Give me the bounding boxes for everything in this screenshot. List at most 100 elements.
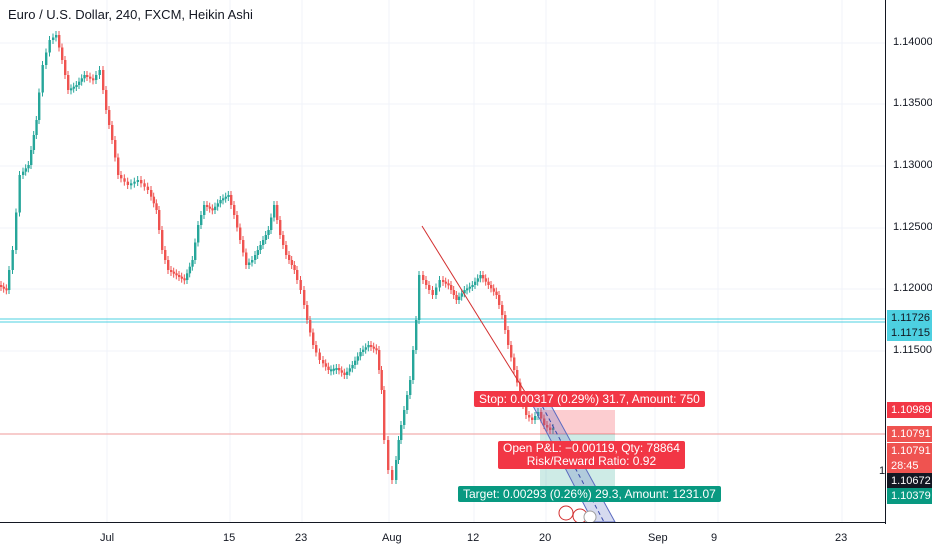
candle-body bbox=[513, 357, 516, 370]
candle-body bbox=[356, 356, 360, 361]
event-marker bbox=[583, 510, 597, 522]
candle-body bbox=[525, 405, 528, 415]
candle-body bbox=[183, 278, 186, 281]
candle-body bbox=[498, 295, 501, 305]
candle-body bbox=[224, 196, 228, 199]
candle-body bbox=[351, 365, 354, 369]
candle-body bbox=[510, 345, 513, 358]
candle-body bbox=[397, 440, 400, 460]
candle-body bbox=[288, 255, 291, 260]
candle-body bbox=[327, 366, 330, 370]
candle-body bbox=[537, 412, 540, 416]
candle-body bbox=[251, 260, 254, 263]
candle-body bbox=[380, 370, 383, 390]
candle-body bbox=[200, 215, 203, 225]
pnl-label: Open P&L: −0.00119, Qty: 78864 Risk/Rewa… bbox=[498, 441, 685, 469]
time-tick: 12 bbox=[467, 532, 480, 544]
candle-body bbox=[343, 372, 346, 375]
candle-body bbox=[375, 348, 378, 351]
candlesticks bbox=[0, 31, 555, 484]
last-price-tag: 1.10791 bbox=[887, 443, 932, 459]
time-tick: Sep bbox=[648, 532, 668, 544]
candle-body bbox=[383, 390, 386, 440]
candle-body bbox=[425, 280, 428, 285]
candle-body bbox=[474, 281, 477, 285]
candle-body bbox=[468, 286, 472, 289]
candle-body bbox=[2, 286, 6, 289]
candle-body bbox=[161, 230, 164, 250]
candle-body bbox=[146, 186, 150, 190]
candle-body bbox=[460, 293, 464, 297]
candle-body bbox=[290, 260, 294, 265]
time-tick: 20 bbox=[539, 532, 552, 544]
candle-body bbox=[95, 75, 98, 80]
candle-body bbox=[348, 368, 352, 372]
time-tick: 15 bbox=[223, 532, 236, 544]
candle-body bbox=[335, 368, 338, 370]
candle-body bbox=[378, 350, 381, 370]
candle-body bbox=[194, 242, 197, 260]
candle-body bbox=[273, 205, 276, 218]
candle-body bbox=[64, 60, 67, 75]
candle-body bbox=[528, 415, 531, 418]
price-chart[interactable] bbox=[0, 0, 885, 522]
candle-body bbox=[123, 178, 126, 182]
candle-body bbox=[431, 290, 434, 295]
candle-body bbox=[482, 275, 485, 279]
level-1-11726-tag: 1.11726 bbox=[887, 310, 932, 326]
candle-body bbox=[338, 368, 341, 371]
candle-body bbox=[359, 352, 362, 357]
price-tick: 1.13000 bbox=[893, 159, 932, 171]
candle-body bbox=[318, 352, 321, 360]
candle-body bbox=[32, 135, 36, 150]
us-flag-marker bbox=[558, 505, 574, 521]
candle-body bbox=[48, 40, 51, 53]
candle-body bbox=[188, 266, 192, 274]
candle-body bbox=[332, 368, 336, 371]
candle-body bbox=[191, 260, 194, 267]
candle-body bbox=[80, 78, 84, 82]
candle-body bbox=[492, 288, 496, 292]
candle-body bbox=[409, 380, 412, 395]
candle-body bbox=[519, 382, 522, 395]
candle-body bbox=[293, 265, 296, 270]
candle-body bbox=[105, 90, 108, 110]
candle-body bbox=[442, 280, 445, 282]
candle-body bbox=[52, 37, 55, 40]
candle-body bbox=[372, 346, 376, 349]
candle-body bbox=[38, 92, 41, 120]
candle-body bbox=[391, 470, 394, 480]
partial-price-label: 1 bbox=[879, 465, 886, 477]
price-tick: 1.12500 bbox=[893, 221, 932, 233]
candle-body bbox=[150, 190, 153, 197]
time-tick: 23 bbox=[295, 532, 308, 544]
candle-body bbox=[143, 183, 146, 187]
candle-body bbox=[495, 291, 498, 295]
candle-body bbox=[306, 305, 309, 320]
time-axis[interactable] bbox=[0, 522, 885, 551]
risk-reward-text: Risk/Reward Ratio: 0.92 bbox=[526, 454, 657, 468]
candle-body bbox=[346, 371, 349, 375]
candle-body bbox=[89, 76, 92, 79]
time-tick: Jul bbox=[100, 532, 115, 544]
drawings bbox=[421, 225, 616, 522]
candle-body bbox=[61, 47, 64, 60]
candle-body bbox=[276, 205, 279, 220]
candle-body bbox=[303, 290, 306, 305]
candle-body bbox=[111, 125, 114, 140]
candle-body bbox=[309, 320, 312, 333]
candle-body bbox=[501, 305, 504, 315]
candle-body bbox=[466, 288, 469, 291]
candle-body bbox=[206, 205, 209, 207]
candle-body bbox=[41, 65, 44, 93]
candle-body bbox=[70, 88, 73, 91]
candle-body bbox=[471, 285, 474, 287]
candle-body bbox=[387, 440, 390, 470]
candle-body bbox=[5, 288, 8, 291]
candle-body bbox=[479, 275, 482, 279]
candle-body bbox=[324, 363, 328, 367]
candle-body bbox=[367, 345, 370, 348]
candle-body bbox=[487, 281, 490, 285]
candle-body bbox=[435, 287, 438, 295]
